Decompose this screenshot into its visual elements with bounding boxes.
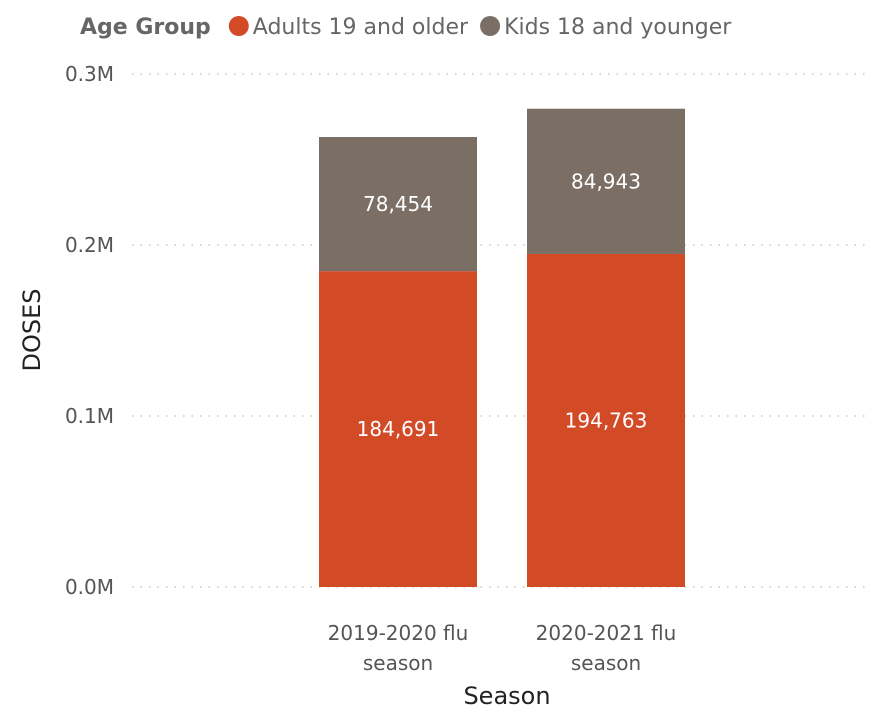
x-category-label: 2019-2020 flu [328, 621, 469, 645]
y-tick-label: 0.2M [65, 233, 114, 257]
data-labels: 184,691 78,454 194,763 84,943 [357, 169, 648, 441]
bar-adults-19-and-older-2 [527, 253, 685, 588]
y-tick-label: 0.0M [65, 575, 114, 599]
data-label: 184,691 [357, 417, 440, 441]
legend-label: Kids 18 and younger [504, 15, 732, 40]
data-label: 194,763 [565, 408, 648, 432]
legend-marker-adults-19-and-older [228, 16, 249, 36]
y-tick-label: 0.3M [65, 62, 114, 86]
bar-adults-19-and-older-1 [319, 271, 477, 587]
x-category-label: 2020-2021 flu [536, 621, 677, 645]
x-category-label: season [571, 651, 641, 675]
y-axis-title: DOSES [18, 288, 46, 371]
bar-kids-18-and-younger-2 [527, 108, 685, 254]
y-axis-ticks: 0.0M 0.1M 0.2M 0.3M [65, 62, 114, 599]
bar-kids-18-and-younger-1 [319, 137, 477, 272]
data-label: 78,454 [363, 192, 433, 216]
y-tick-label: 0.1M [65, 404, 114, 428]
legend: Age Group Adults 19 and older Kids 18 and… [80, 15, 732, 40]
bars [319, 108, 685, 588]
gridlines [132, 73, 868, 588]
x-axis-categories: 2019-2020 flu season 2020-2021 flu season [328, 621, 677, 675]
data-label: 84,943 [571, 169, 641, 193]
legend-label: Adults 19 and older [253, 15, 469, 40]
x-axis-title: Season [463, 682, 550, 710]
legend-title: Age Group [80, 15, 211, 40]
x-category-label: season [363, 651, 433, 675]
legend-marker-kids-18-and-younger [480, 16, 501, 36]
